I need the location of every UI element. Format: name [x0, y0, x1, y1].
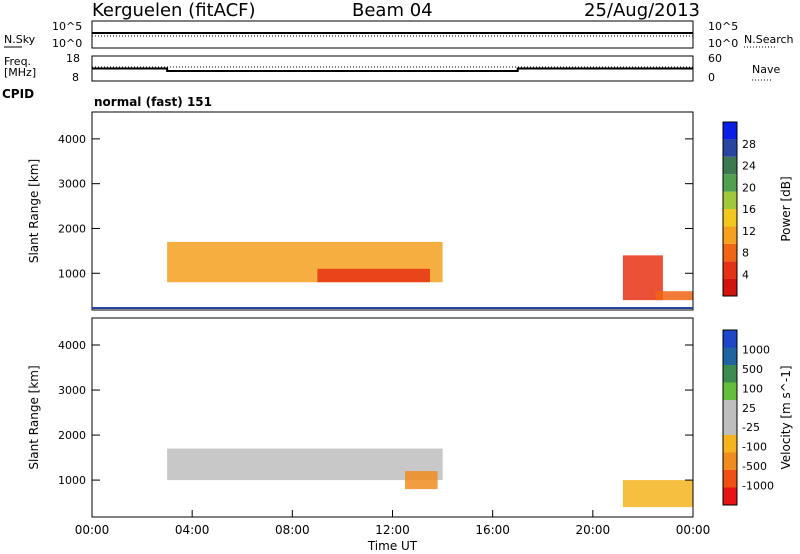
- power-colorbar-tick: 4: [742, 268, 749, 281]
- freq-tick-bottom: 8: [72, 71, 79, 84]
- velocity-colorbar-cell: [723, 417, 737, 435]
- velocity-colorbar-frame: [722, 329, 738, 506]
- velocity-panel-frame: [91, 317, 694, 518]
- beam-title: Beam 04: [352, 0, 433, 21]
- power-colorbar-tick: 28: [742, 138, 756, 151]
- velocity-ytick-label: 4000: [58, 339, 86, 352]
- velocity-ytick-label: 3000: [58, 384, 86, 397]
- velocity-colorbar-cell: [723, 435, 737, 453]
- cpid-text: normal (fast) 151: [94, 95, 212, 109]
- power-colorbar-label: Power [dB]: [779, 176, 793, 241]
- power-colorbar-tick: 20: [742, 181, 756, 194]
- velocity-colorbar-tick: -100: [742, 441, 767, 454]
- velocity-colorbar-cell: [723, 487, 737, 505]
- time-tick-label: 16:00: [475, 523, 510, 537]
- noise-panel-frame: [91, 20, 694, 49]
- time-axis-label: Time UT: [367, 539, 418, 553]
- velocity-colorbar-tick: 1000: [742, 343, 770, 356]
- velocity-region-2: [622, 480, 693, 508]
- time-tick-label: 20:00: [576, 523, 611, 537]
- velocity-colorbar-tick: -500: [742, 460, 767, 473]
- velocity-colorbar-cell: [723, 470, 737, 488]
- nave-tick-bottom: 0: [708, 71, 715, 84]
- nsearch-tick-bottom: 10^0: [708, 37, 739, 50]
- nave-tick-top: 60: [708, 52, 722, 65]
- time-tick-label: 00:00: [676, 523, 711, 537]
- nsearch-tick-top: 10^5: [708, 20, 739, 33]
- velocity-colorbar-tick: -25: [742, 421, 760, 434]
- power-colorbar-cell: [723, 174, 737, 192]
- power-colorbar-cell: [723, 243, 737, 262]
- time-tick-label: 04:00: [175, 523, 210, 537]
- velocity-colorbar-tick: 500: [742, 363, 763, 376]
- power-colorbar-frame: [722, 121, 738, 297]
- date-title: 25/Aug/2013: [584, 0, 700, 21]
- power-panel-frame: [91, 111, 694, 311]
- velocity-colorbar-cell: [723, 382, 737, 400]
- nsearch-label: N.Search: [744, 33, 794, 46]
- power-colorbar-cell: [723, 156, 737, 175]
- power-ylabel: Slant Range [km]: [27, 159, 41, 263]
- freq-tick-top: 18: [66, 52, 80, 65]
- velocity-colorbar-cell: [723, 452, 737, 470]
- power-colorbar-cell: [723, 278, 737, 296]
- time-tick-label: 08:00: [275, 523, 310, 537]
- power-region-1: [317, 268, 431, 283]
- power-colorbar-cell: [723, 261, 737, 279]
- power-ytick-label: 3000: [58, 178, 86, 191]
- velocity-ytick-label: 1000: [58, 474, 86, 487]
- power-colorbar-tick: 12: [742, 225, 756, 238]
- power-colorbar-cell: [723, 139, 737, 157]
- power-colorbar-tick: 8: [742, 247, 749, 260]
- power-colorbar-cell: [723, 191, 737, 209]
- nsky-label: N.Sky: [4, 33, 36, 46]
- power-colorbar-tick: 24: [742, 160, 756, 173]
- station-title: Kerguelen (fitACF): [92, 0, 256, 21]
- freq-trace: [92, 67, 693, 72]
- velocity-region-0: [167, 448, 443, 481]
- nsky-tick-bottom: 10^0: [52, 37, 83, 50]
- freq-unit-label: [MHz]: [4, 66, 37, 79]
- power-colorbar-cell: [723, 209, 737, 227]
- velocity-colorbar-tick: 100: [742, 382, 763, 395]
- velocity-colorbar-label: Velocity [m s^-1]: [779, 365, 793, 469]
- power-colorbar-tick: 16: [742, 203, 756, 216]
- velocity-ytick-label: 2000: [58, 429, 86, 442]
- velocity-colorbar-cell: [723, 330, 737, 348]
- velocity-colorbar-cell: [723, 347, 737, 365]
- velocity-region-1: [405, 471, 438, 490]
- time-tick-label: 00:00: [75, 523, 110, 537]
- velocity-colorbar-cell: [723, 365, 737, 383]
- time-tick-label: 12:00: [375, 523, 410, 537]
- nsky-tick-top: 10^5: [52, 20, 83, 33]
- power-colorbar-cell: [723, 226, 737, 244]
- power-colorbar-cell: [723, 122, 737, 140]
- power-ytick-label: 2000: [58, 222, 86, 235]
- cpid-label: CPID: [2, 87, 35, 101]
- freq-label: Freq.: [4, 55, 32, 68]
- velocity-colorbar-cell: [723, 400, 737, 418]
- power-region-3: [655, 291, 693, 301]
- velocity-ylabel: Slant Range [km]: [27, 365, 41, 469]
- power-ytick-label: 1000: [58, 267, 86, 280]
- velocity-colorbar-tick: -1000: [742, 480, 774, 493]
- power-ytick-label: 4000: [58, 133, 86, 146]
- velocity-colorbar-tick: 25: [742, 402, 756, 415]
- nave-label: Nave: [752, 63, 781, 76]
